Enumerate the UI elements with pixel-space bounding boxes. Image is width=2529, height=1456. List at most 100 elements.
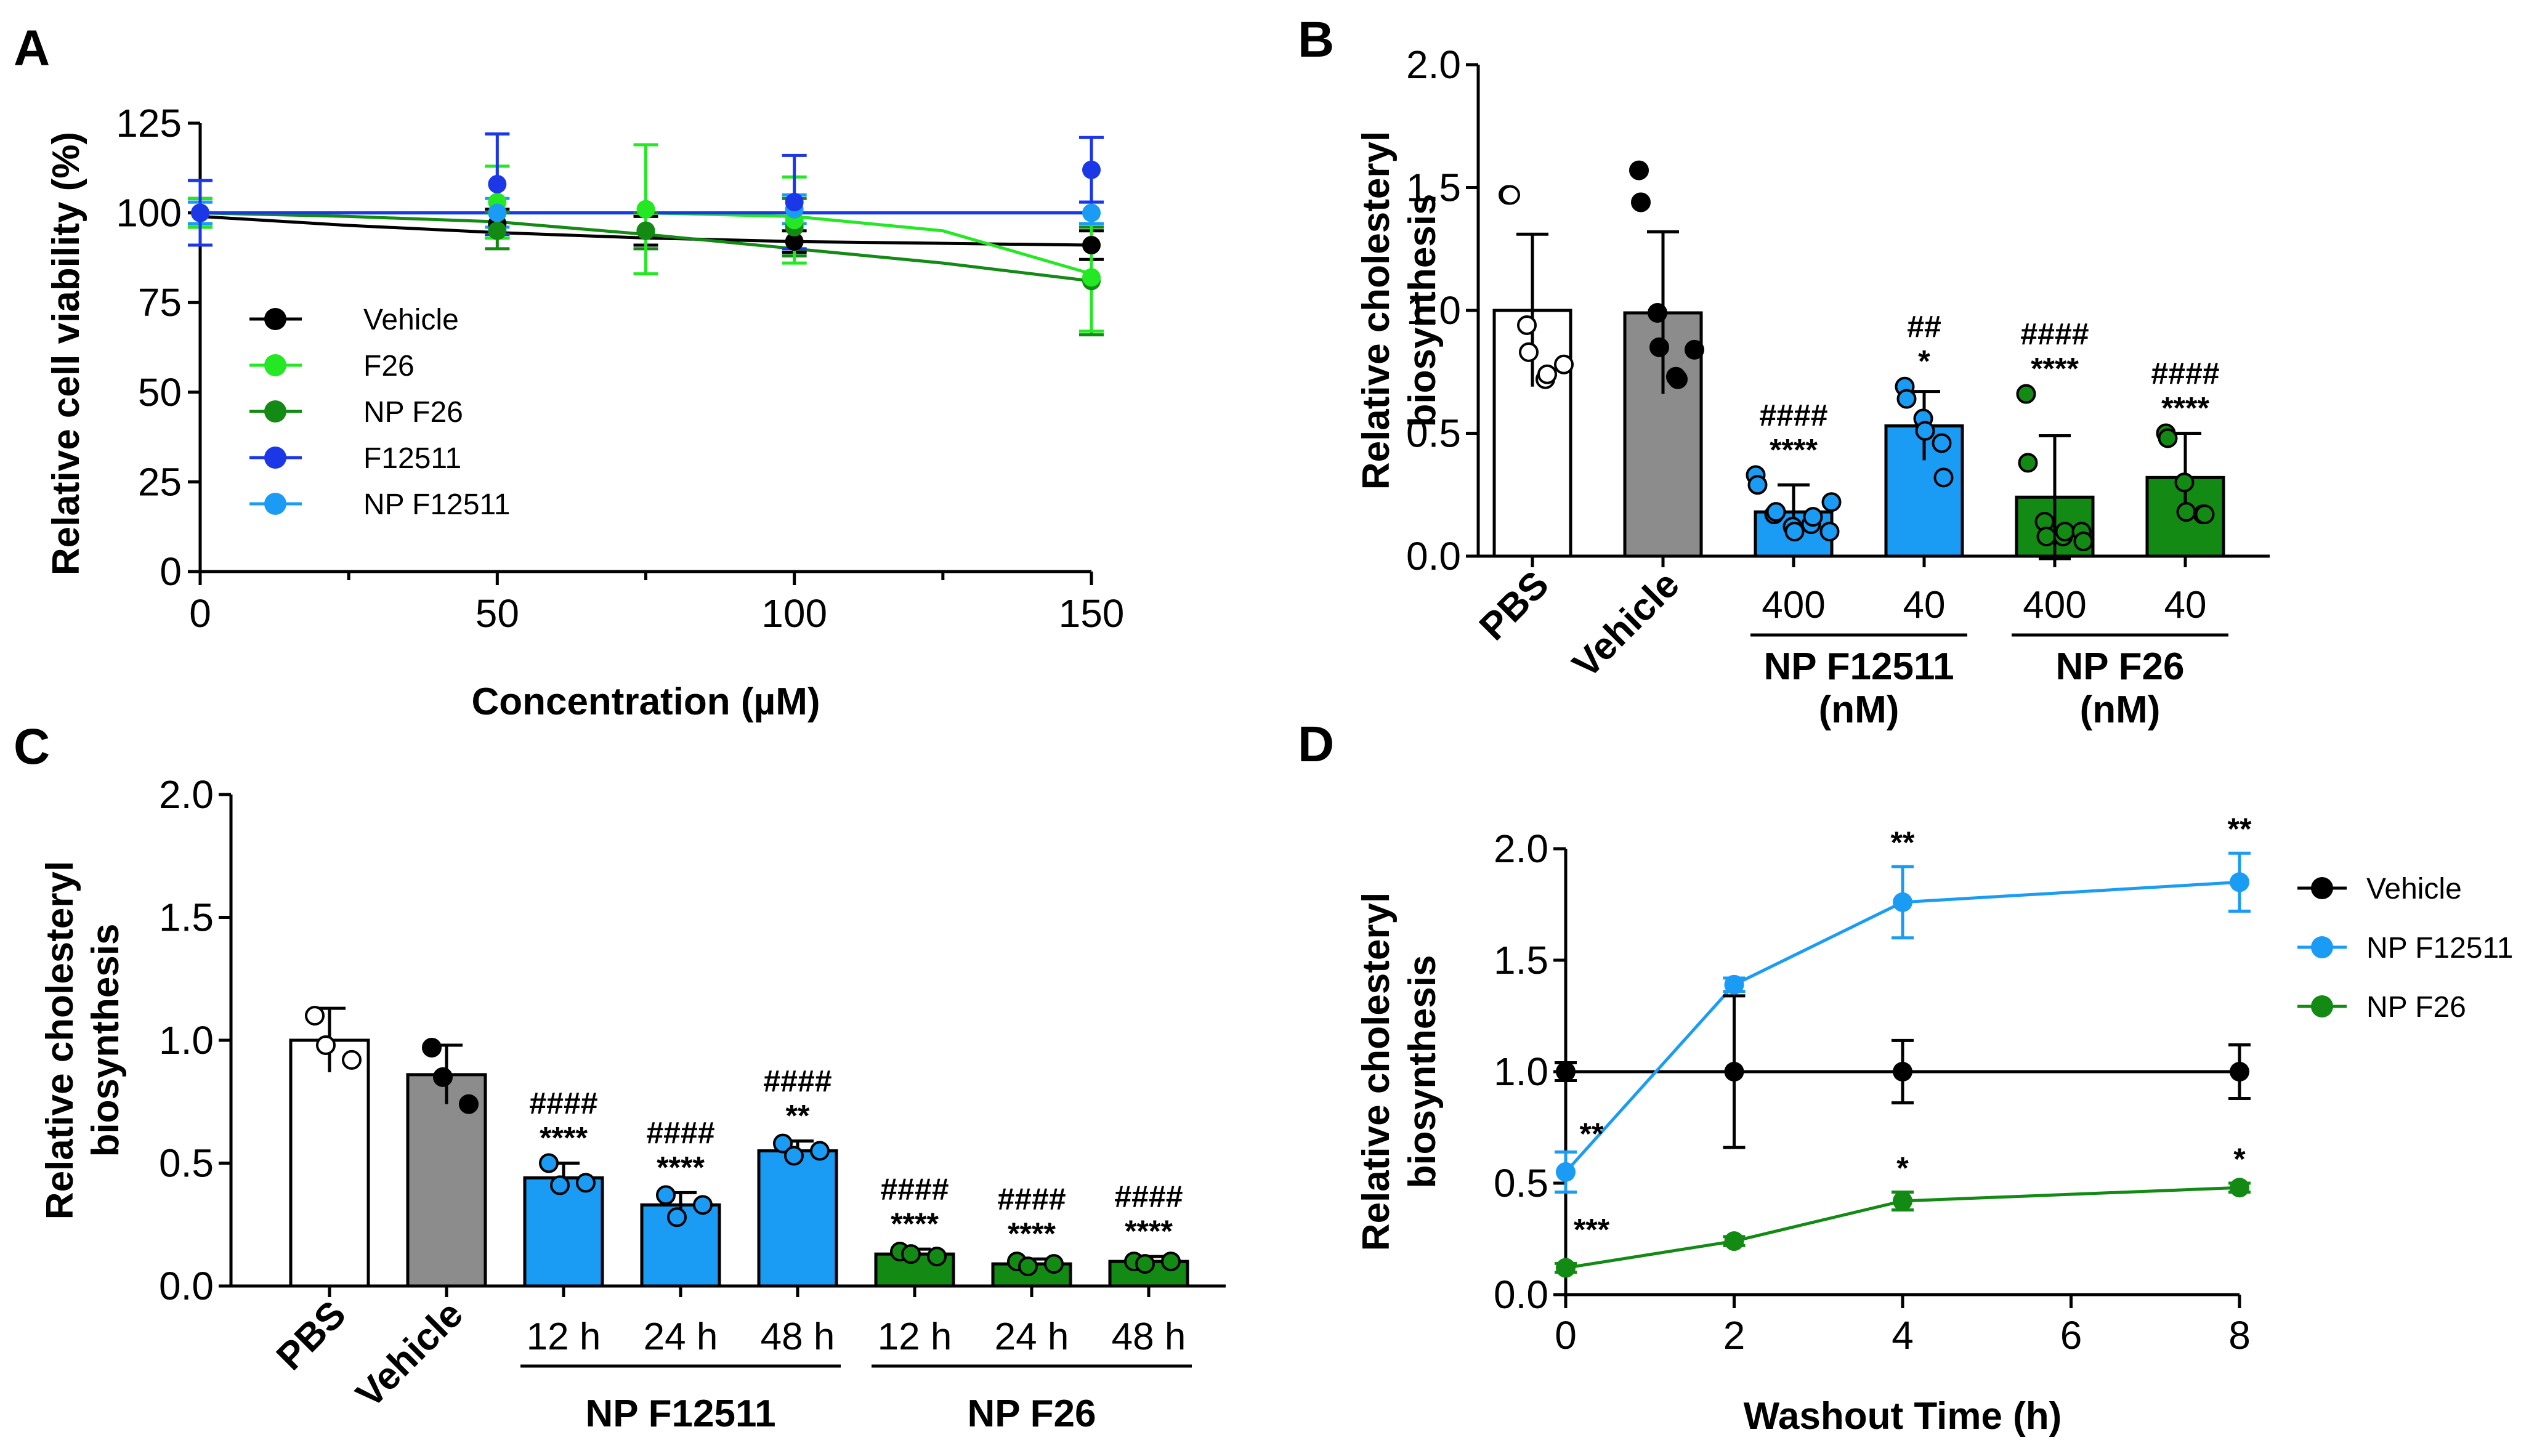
data-point [1517,315,1537,335]
y-axis-label-line-2: biosynthesis [1401,955,1444,1189]
significance-label: #### [1114,1179,1183,1214]
data-point [488,221,507,240]
data-point [1648,302,1667,323]
category-label: 40 [1903,584,1946,626]
data-point [2174,472,2195,493]
significance-label: #### [880,1172,949,1207]
legend-marker [2311,877,2333,899]
significance-label: ** [1891,825,1915,860]
y-tick-label: 0 [160,549,182,594]
significance-label: #### [646,1115,714,1150]
x-tick-label: 150 [1059,591,1125,636]
panel-c-chart: 0.0 0.5 1.0 1.5 2.0 Relative cholesterylbiosy… [39,772,1226,1435]
significance-label: **** [1008,1216,1056,1251]
x-tick-label: 100 [761,591,827,636]
data-point [422,1037,442,1058]
y-tick-label: 1.5 [1494,938,1548,982]
y-tick-label: 0.0 [159,1264,214,1308]
significance-label: #### [1759,398,1827,432]
y-axis-label: Relative cholesterylbiosynthesis [1355,892,1444,1251]
data-point [1724,1062,1744,1082]
significance-label: **** [2031,352,2079,386]
x-tick-label: 2 [1723,1313,1746,1357]
data-point [1784,522,1805,542]
data-point [785,193,804,212]
data-point [550,1175,570,1195]
legend-marker [2311,936,2333,958]
data-point [927,1247,947,1267]
category-label: 12 h [878,1316,952,1358]
x-tick-label: 50 [475,591,519,636]
legend-label: Vehicle [2366,873,2462,905]
data-point [488,175,507,194]
data-point [2036,527,2057,547]
y-tick-label: 2.0 [159,772,214,817]
data-point [1537,364,1557,384]
data-point [2055,522,2075,542]
significance-label: #### [997,1182,1066,1216]
data-point [316,1035,336,1055]
data-point [1896,389,1917,409]
significance-label: #### [2151,357,2219,391]
data-point [784,1146,804,1166]
data-point [2073,532,2094,552]
data-point [1893,1191,1912,1211]
legend-label: NP F26 [2366,991,2466,1024]
data-point [1556,1162,1576,1182]
data-point [1819,522,1840,542]
y-tick-label: 2.0 [1406,42,1461,87]
legend-label: F26 [363,350,415,382]
data-point [1668,369,1688,389]
data-point [2230,1062,2249,1082]
data-point [2195,504,2215,525]
data-point [1766,502,1786,522]
y-tick-label: 1.5 [1406,166,1461,210]
data-point [1747,475,1768,495]
category-label: 24 h [644,1316,718,1358]
significance-label: #### [529,1086,597,1121]
panel-d-chart: 0.0 0.5 1.0 1.5 2.0 0 2 4 6 8 Washout Time (h) Rela… [1355,812,2513,1438]
y-tick-label: 125 [116,101,182,145]
significance-label: ** [1580,1117,1604,1151]
y-tick-label: 0.5 [1406,411,1461,456]
data-point [1500,185,1520,205]
data-point [1556,1258,1576,1278]
significance-label: **** [540,1121,588,1155]
panel-label-a: A [14,20,50,76]
category-label: 40 [2164,584,2207,626]
legend-label: NP F12511 [2366,932,2513,965]
significance-label: * [1896,1151,1909,1185]
y-tick-label: 0.5 [159,1141,214,1186]
y-tick-label: 0.0 [1406,534,1461,578]
significance-label: **** [657,1150,705,1184]
data-point [1018,1256,1038,1277]
significance-label: **** [1125,1214,1173,1248]
category-label: 48 h [1112,1316,1186,1358]
panel-a-chart: 0 25 50 75 100 125 0 50 100 150 Concentration (µM)… [45,101,1124,723]
y-axis-label: Relative cell viability (%) [45,132,87,575]
data-point [1932,433,1952,453]
data-point [1724,974,1744,995]
category-label: 400 [1762,584,1825,626]
data-point [459,1094,479,1114]
data-point [2158,428,2178,448]
category-label-vehicle: Vehicle [348,1293,471,1416]
data-point [656,1185,676,1205]
data-point [1629,160,1649,180]
legend-marker [264,354,286,376]
y-tick-label: 2.0 [1494,827,1548,871]
y-tick-label: 1.5 [159,896,214,940]
significance-label: *** [1574,1213,1610,1247]
y-axis-label-line-2: biosynthesis [1401,194,1444,427]
data-point [1893,892,1912,912]
significance-label: * [2233,1142,2246,1176]
data-point [693,1195,713,1215]
data-point [1821,492,1842,512]
group-unit: (nM) [1819,689,1900,731]
x-tick-label: 0 [189,591,211,636]
data-point [1685,339,1704,360]
category-label: 24 h [995,1316,1069,1358]
panel-label-c: C [14,719,50,775]
data-point [2230,1178,2249,1198]
